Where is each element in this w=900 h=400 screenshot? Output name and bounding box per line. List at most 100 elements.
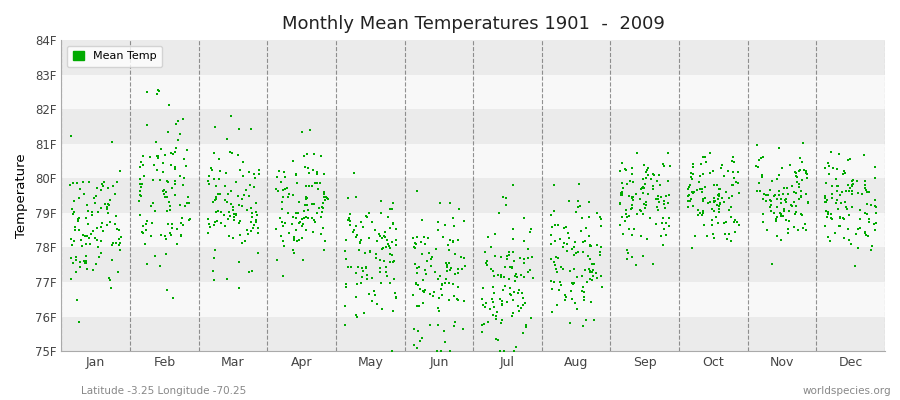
Point bbox=[581, 232, 596, 239]
Point bbox=[820, 214, 834, 220]
Point bbox=[480, 258, 494, 264]
Point bbox=[506, 297, 520, 303]
Point bbox=[868, 220, 883, 226]
Point bbox=[142, 154, 157, 160]
Point bbox=[840, 206, 854, 212]
Point bbox=[162, 199, 176, 205]
Point bbox=[439, 262, 454, 268]
Point bbox=[724, 213, 738, 220]
Point bbox=[785, 203, 799, 210]
Point bbox=[292, 220, 306, 226]
Point bbox=[167, 164, 182, 170]
Point bbox=[95, 228, 110, 234]
Point bbox=[484, 296, 499, 302]
Point bbox=[750, 188, 764, 194]
Point bbox=[158, 151, 173, 158]
Point bbox=[317, 194, 331, 200]
Point bbox=[148, 252, 162, 259]
Point bbox=[353, 238, 367, 245]
Point bbox=[424, 262, 438, 269]
Point bbox=[489, 336, 503, 343]
Point bbox=[861, 219, 876, 225]
Point bbox=[233, 218, 248, 224]
Point bbox=[517, 215, 531, 222]
Point bbox=[491, 272, 505, 278]
Point bbox=[684, 169, 698, 176]
Point bbox=[756, 211, 770, 217]
Point bbox=[349, 234, 364, 240]
Point bbox=[587, 261, 601, 268]
Point bbox=[774, 237, 788, 243]
Bar bbox=[61, 75, 885, 109]
Point bbox=[662, 214, 676, 221]
Point bbox=[486, 312, 500, 318]
Point bbox=[582, 214, 597, 220]
Point bbox=[181, 217, 195, 223]
Point bbox=[691, 179, 706, 186]
Point bbox=[474, 296, 489, 302]
Point bbox=[579, 316, 593, 323]
Point bbox=[375, 306, 390, 312]
Point bbox=[502, 284, 517, 291]
Point bbox=[547, 222, 562, 229]
Point bbox=[167, 166, 182, 172]
Point bbox=[858, 181, 872, 188]
Point bbox=[380, 237, 394, 243]
Point bbox=[524, 226, 538, 232]
Point bbox=[273, 215, 287, 222]
Point bbox=[868, 210, 883, 217]
Point bbox=[274, 219, 289, 226]
Point bbox=[66, 260, 80, 266]
Point bbox=[825, 216, 840, 222]
Point bbox=[250, 224, 265, 231]
Point bbox=[483, 266, 498, 272]
Point bbox=[303, 126, 318, 133]
Point bbox=[864, 201, 878, 208]
Point bbox=[578, 237, 592, 244]
Point bbox=[549, 265, 563, 272]
Point bbox=[778, 196, 793, 202]
Point bbox=[433, 200, 447, 206]
Point bbox=[64, 255, 78, 261]
Point bbox=[415, 217, 429, 223]
Point bbox=[770, 176, 784, 182]
Point bbox=[107, 191, 122, 197]
Point bbox=[348, 312, 363, 318]
Point bbox=[439, 260, 454, 266]
Point bbox=[294, 223, 309, 229]
Point bbox=[732, 190, 746, 196]
Point bbox=[656, 161, 670, 168]
Point bbox=[339, 256, 354, 262]
Point bbox=[442, 280, 456, 287]
Point bbox=[637, 205, 652, 211]
Point bbox=[239, 226, 254, 233]
Point bbox=[286, 234, 301, 240]
Point bbox=[795, 177, 809, 184]
Point bbox=[292, 219, 307, 225]
Point bbox=[222, 149, 237, 155]
Point bbox=[479, 260, 493, 266]
Point bbox=[139, 221, 153, 227]
Point bbox=[202, 223, 217, 230]
Point bbox=[582, 256, 597, 262]
Point bbox=[138, 241, 152, 248]
Bar bbox=[61, 213, 885, 248]
Point bbox=[164, 162, 178, 169]
Title: Monthly Mean Temperatures 1901  -  2009: Monthly Mean Temperatures 1901 - 2009 bbox=[282, 15, 665, 33]
Point bbox=[635, 210, 650, 217]
Point bbox=[778, 197, 792, 204]
Point bbox=[181, 193, 195, 200]
Point bbox=[655, 220, 670, 226]
Point bbox=[865, 242, 879, 249]
Point bbox=[374, 280, 388, 287]
Point bbox=[318, 238, 332, 245]
Point bbox=[659, 232, 673, 239]
Point bbox=[281, 194, 295, 200]
Point bbox=[132, 180, 147, 187]
Point bbox=[571, 204, 585, 210]
Point bbox=[633, 207, 647, 213]
Point bbox=[711, 206, 725, 212]
Point bbox=[144, 232, 158, 239]
Point bbox=[280, 209, 294, 216]
Point bbox=[487, 272, 501, 279]
